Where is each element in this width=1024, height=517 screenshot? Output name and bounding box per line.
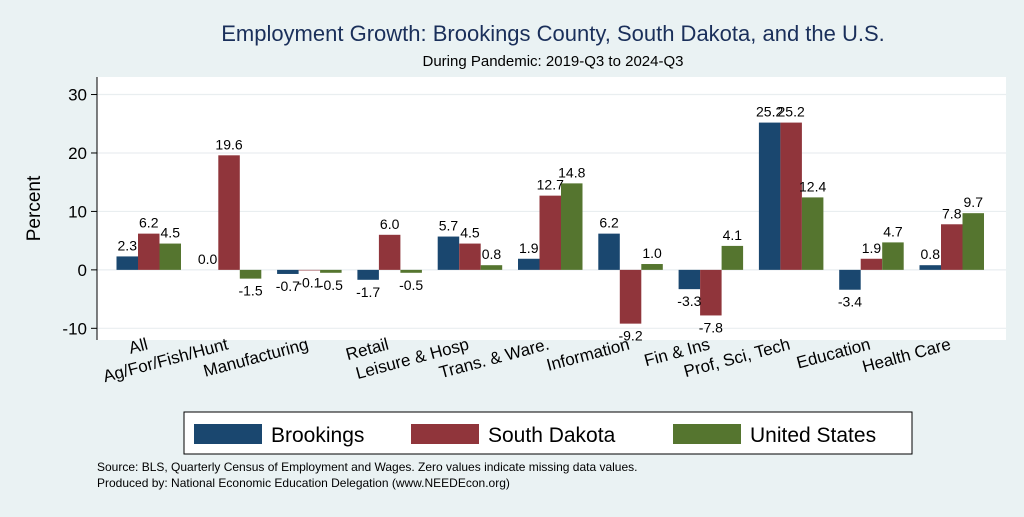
data-label-united-states-manufacturing: -0.5 (319, 277, 343, 293)
bar-brookings-retail (357, 270, 379, 280)
bar-united-states-manufacturing (320, 270, 342, 273)
data-label-brookings-education: -3.4 (838, 294, 862, 310)
bar-brookings-prof-sci-tech (759, 123, 781, 270)
bar-united-states-education (882, 242, 904, 269)
legend-label-united-states: United States (750, 424, 876, 447)
data-label-brookings-information: 6.2 (599, 215, 619, 231)
x-tick-label-information: Information (545, 335, 632, 375)
bar-united-states-health-care (963, 213, 985, 270)
data-label-brookings-trans-ware: 1.9 (519, 240, 539, 256)
x-tick-label-education: Education (795, 335, 873, 373)
bar-brookings-fin-ins (679, 270, 701, 289)
legend: Brookings South Dakota United States (184, 412, 912, 454)
bar-united-states-all (160, 244, 182, 270)
bar-south-dakota-leisure-hosp (459, 244, 481, 270)
bar-brookings-health-care (920, 265, 942, 270)
bar-south-dakota-manufacturing (299, 270, 321, 271)
bar-brookings-leisure-hosp (438, 237, 460, 270)
bar-south-dakota-health-care (941, 224, 963, 270)
bar-south-dakota-fin-ins (700, 270, 722, 316)
data-label-south-dakota-prof-sci-tech: 25.2 (778, 104, 805, 120)
data-label-united-states-leisure-hosp: 0.8 (482, 246, 502, 262)
data-label-united-states-education: 4.7 (883, 223, 903, 239)
chart-subtitle: During Pandemic: 2019-Q3 to 2024-Q3 (423, 53, 684, 70)
bar-united-states-trans-ware (561, 183, 583, 269)
bar-united-states-leisure-hosp (481, 265, 503, 270)
data-label-united-states-all: 4.5 (161, 225, 181, 241)
data-label-brookings-fin-ins: -3.3 (677, 293, 701, 309)
y-tick-label: 10 (68, 202, 87, 221)
data-label-united-states-health-care: 9.7 (964, 194, 984, 210)
data-label-south-dakota-all: 6.2 (139, 215, 159, 231)
legend-swatch-south-dakota (411, 424, 479, 444)
producer-note: Produced by: National Economic Education… (97, 476, 510, 490)
bar-south-dakota-prof-sci-tech (780, 123, 802, 270)
bar-united-states-information (641, 264, 663, 270)
data-label-south-dakota-fin-ins: -7.8 (699, 319, 723, 335)
y-tick-label: 0 (78, 261, 87, 280)
bar-united-states-ag-for-fish-hunt (240, 270, 261, 279)
bar-united-states-retail (400, 270, 422, 273)
data-label-south-dakota-ag-for-fish-hunt: 19.6 (215, 136, 242, 152)
y-tick-label: -10 (62, 319, 87, 338)
bar-brookings-information (598, 234, 620, 270)
data-label-south-dakota-health-care: 7.8 (942, 205, 962, 221)
bar-brookings-all (117, 256, 139, 269)
x-tick-label-health-care: Health Care (860, 335, 953, 377)
y-axis-label: Percent (24, 175, 45, 241)
bar-south-dakota-education (861, 259, 883, 270)
bar-south-dakota-ag-for-fish-hunt (218, 155, 240, 270)
data-label-south-dakota-retail: 6.0 (380, 216, 400, 232)
y-tick-label: 20 (68, 144, 87, 163)
bar-south-dakota-retail (379, 235, 401, 270)
legend-label-south-dakota: South Dakota (488, 424, 616, 447)
chart-title: Employment Growth: Brookings County, Sou… (221, 21, 885, 46)
bar-south-dakota-trans-ware (540, 196, 562, 270)
data-label-south-dakota-leisure-hosp: 4.5 (460, 225, 480, 241)
data-label-united-states-retail: -0.5 (399, 277, 423, 293)
source-note: Source: BLS, Quarterly Census of Employm… (97, 460, 637, 474)
data-label-brookings-leisure-hosp: 5.7 (439, 218, 459, 234)
legend-swatch-brookings (194, 424, 262, 444)
data-label-brookings-ag-for-fish-hunt: 0.0 (198, 251, 218, 267)
bar-brookings-education (839, 270, 861, 290)
y-tick-label: 30 (68, 86, 87, 105)
bar-south-dakota-information (620, 270, 642, 324)
data-label-united-states-prof-sci-tech: 12.4 (799, 178, 826, 194)
bar-brookings-manufacturing (277, 270, 299, 274)
data-label-united-states-fin-ins: 4.1 (723, 227, 743, 243)
legend-swatch-united-states (673, 424, 741, 444)
data-label-brookings-retail: -1.7 (356, 284, 380, 300)
data-label-brookings-health-care: 0.8 (921, 246, 941, 262)
data-label-united-states-trans-ware: 14.8 (558, 164, 585, 180)
data-label-south-dakota-education: 1.9 (862, 240, 882, 256)
data-label-united-states-ag-for-fish-hunt: -1.5 (238, 283, 262, 299)
bar-united-states-prof-sci-tech (802, 197, 824, 269)
bar-brookings-trans-ware (518, 259, 540, 270)
bar-south-dakota-all (138, 234, 160, 270)
legend-label-brookings: Brookings (271, 424, 364, 447)
y-axis: -10 0 10 20 30 (62, 77, 97, 340)
data-label-united-states-information: 1.0 (642, 245, 662, 261)
data-label-brookings-all: 2.3 (118, 237, 138, 253)
bar-united-states-fin-ins (722, 246, 744, 270)
